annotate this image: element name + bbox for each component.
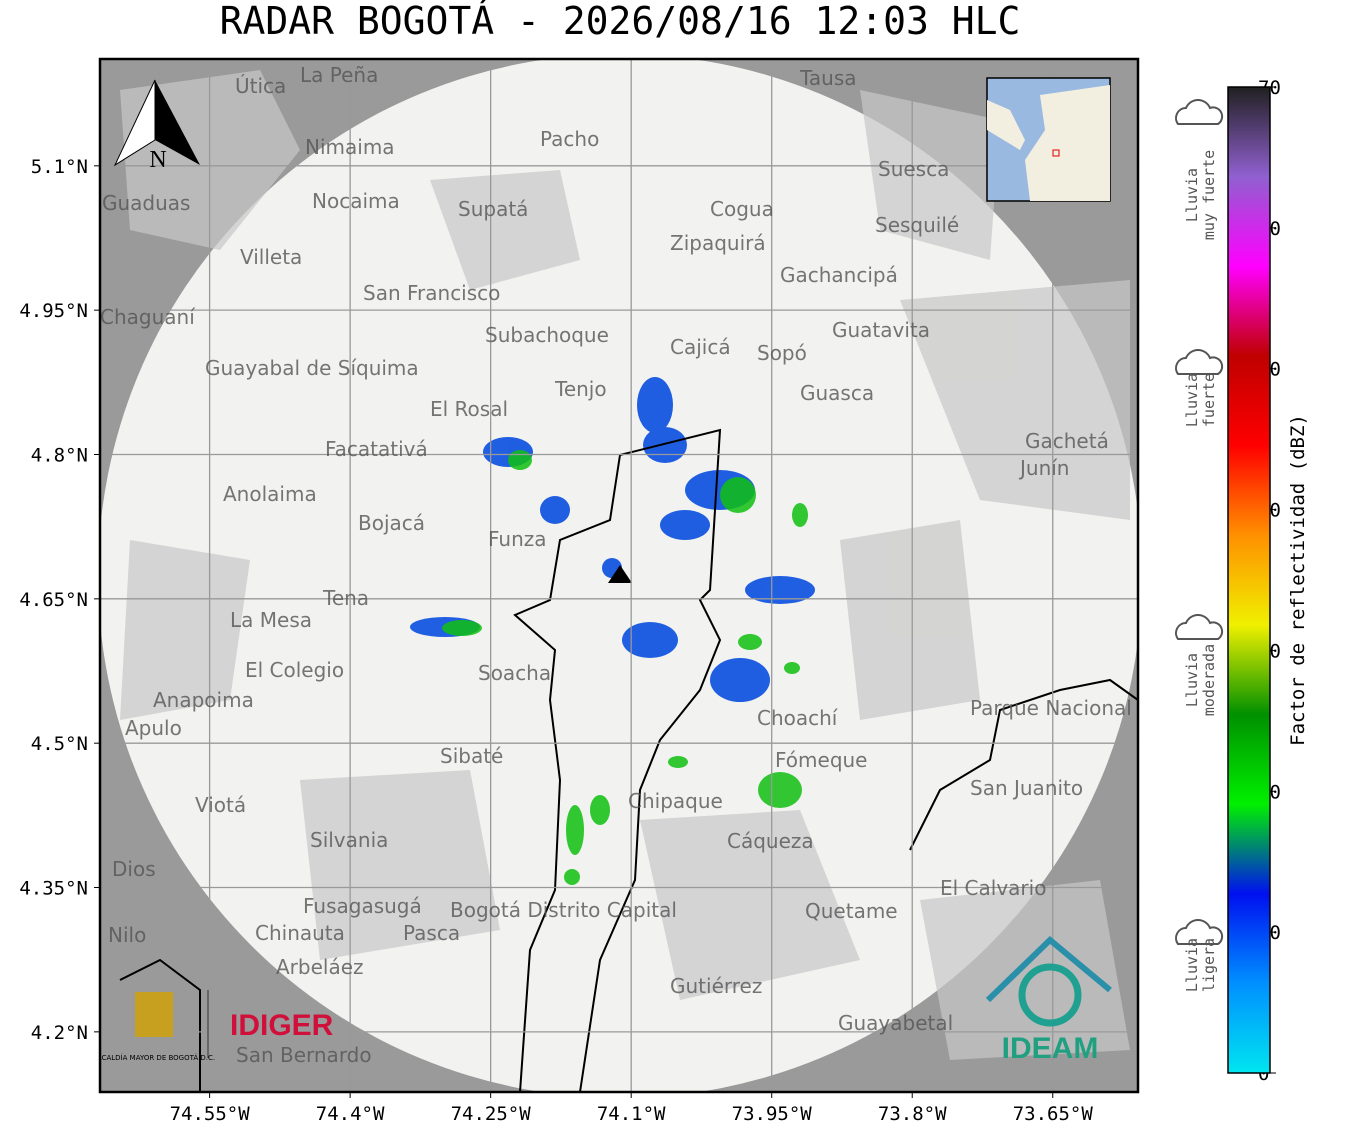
place-label: Viotá	[195, 793, 246, 817]
place-label: Suesca	[878, 157, 949, 181]
title: RADAR BOGOTÁ - 2026/08/16 12:03 HLC	[220, 0, 1021, 43]
place-label: El Colegio	[245, 658, 344, 682]
place-label: Gachancipá	[780, 263, 898, 287]
place-label: Chaguaní	[100, 305, 196, 329]
place-label: Guayabetal	[838, 1011, 953, 1035]
place-label: Anapoima	[153, 688, 254, 712]
place-label: Gutiérrez	[670, 974, 762, 998]
colorbar	[1227, 86, 1271, 1074]
place-label: San Francisco	[363, 281, 500, 305]
place-label: El Rosal	[430, 397, 508, 421]
place-label: Anolaima	[223, 482, 317, 506]
rain-level-label: muy fuerte	[1200, 150, 1218, 240]
place-label: Pasca	[403, 921, 460, 945]
rain-level-label: Lluvia	[1183, 373, 1201, 427]
lon-tick-label: 74.25°W	[451, 1103, 532, 1125]
lon-tick-label: 73.95°W	[732, 1103, 813, 1125]
place-label: Funza	[488, 527, 547, 551]
rain-level-label: moderada	[1200, 644, 1218, 716]
place-label: Choachí	[757, 706, 839, 730]
map: La Peña Útica Tausa Nimaima Pacho Guaduas Noca…	[93, 59, 1311, 1092]
place-label: Cáqueza	[727, 829, 814, 853]
place-label: Arbeláez	[276, 955, 364, 979]
lon-tick-label: 74.1°W	[597, 1103, 666, 1125]
lat-tick-label: 4.35°N	[19, 878, 88, 900]
place-label: Silvania	[310, 828, 388, 852]
rain-icon	[1175, 919, 1224, 945]
place-label: Quetame	[805, 899, 898, 923]
place-label: Parque Nacional Natural Chingaza	[970, 696, 1311, 720]
lat-tick-label: 4.2°N	[31, 1022, 88, 1044]
rain-level-label: Lluvia	[1183, 653, 1201, 707]
idiger-logo: IDIGER	[230, 1009, 334, 1042]
lat-tick-label: 4.95°N	[19, 300, 88, 322]
place-label: Subachoque	[485, 323, 609, 347]
lat-tick-label: 4.8°N	[31, 444, 88, 466]
colorbar-tick-label: 0	[1258, 1063, 1269, 1085]
place-label: San Juanito	[970, 776, 1083, 800]
lon-tick-label: 74.4°W	[316, 1103, 385, 1125]
place-label: La Peña	[300, 63, 378, 87]
place-label: Pacho	[540, 127, 599, 151]
place-label: Nilo	[108, 923, 146, 947]
lat-tick-label: 4.5°N	[31, 733, 88, 755]
rain-level-label: fuerte	[1200, 373, 1218, 427]
place-label: Fómeque	[775, 748, 868, 772]
rain-level-label: ligera	[1200, 938, 1218, 992]
place-label: Soacha	[478, 661, 551, 685]
place-label: Cajicá	[670, 335, 731, 359]
place-label: Chinauta	[255, 921, 345, 945]
place-label: Sibaté	[440, 744, 503, 768]
lon-tick-label: 73.8°W	[878, 1103, 947, 1125]
place-label: Guaduas	[102, 191, 190, 215]
place-label: Junín	[1018, 456, 1069, 480]
lat-tick-label: 5.1°N	[31, 156, 88, 178]
place-label: Gachetá	[1025, 429, 1109, 453]
lon-tick-label: 73.65°W	[1013, 1103, 1094, 1125]
place-label: Útica	[235, 74, 286, 98]
place-label: Cogua	[710, 197, 774, 221]
rain-icon	[1175, 614, 1224, 640]
place-label: Facatativá	[325, 437, 428, 461]
place-label: Villeta	[240, 245, 302, 269]
place-label: Tena	[322, 586, 369, 610]
north-label: N	[149, 147, 166, 173]
lat-tick-label: 4.65°N	[19, 589, 88, 611]
rain-level-label: Lluvia	[1183, 938, 1201, 992]
place-label: Bogotá Distrito Capital	[450, 898, 677, 922]
place-label: El Calvario	[940, 876, 1046, 900]
place-label: Fusagasugá	[303, 894, 422, 918]
place-label: Tenjo	[554, 377, 607, 401]
place-label: Sopó	[757, 341, 807, 365]
place-label: Sesquilé	[875, 213, 959, 237]
place-label: Dios	[112, 857, 156, 881]
place-label: Apulo	[125, 716, 182, 740]
place-label: Nimaima	[305, 135, 395, 159]
place-label: Supatá	[458, 197, 528, 221]
place-label: San Bernardo	[236, 1043, 372, 1067]
place-label: Nocaima	[312, 189, 400, 213]
rain-icon	[1175, 99, 1224, 125]
place-label: Bojacá	[358, 511, 425, 535]
rain-level-label: Lluvia	[1183, 168, 1201, 222]
place-label: Guasca	[800, 381, 874, 405]
place-label: Guatavita	[832, 318, 930, 342]
colorbar-label: Factor de reflectividad (dBZ)	[1287, 414, 1309, 746]
rain-icon	[1175, 349, 1224, 375]
lon-tick-label: 74.55°W	[170, 1103, 251, 1125]
place-label: Guayabal de Síquima	[205, 356, 419, 380]
place-label: La Mesa	[230, 608, 312, 632]
place-label: Chipaque	[628, 789, 723, 813]
place-label: Zipaquirá	[670, 231, 766, 255]
map-frame	[98, 57, 1140, 1094]
place-label: Tausa	[799, 66, 857, 90]
ideam-logo: IDEAM	[1002, 1032, 1099, 1065]
alcaldia-logo: ALCALDÍA MAYOR DE BOGOTÁ D.C.	[93, 1053, 215, 1062]
